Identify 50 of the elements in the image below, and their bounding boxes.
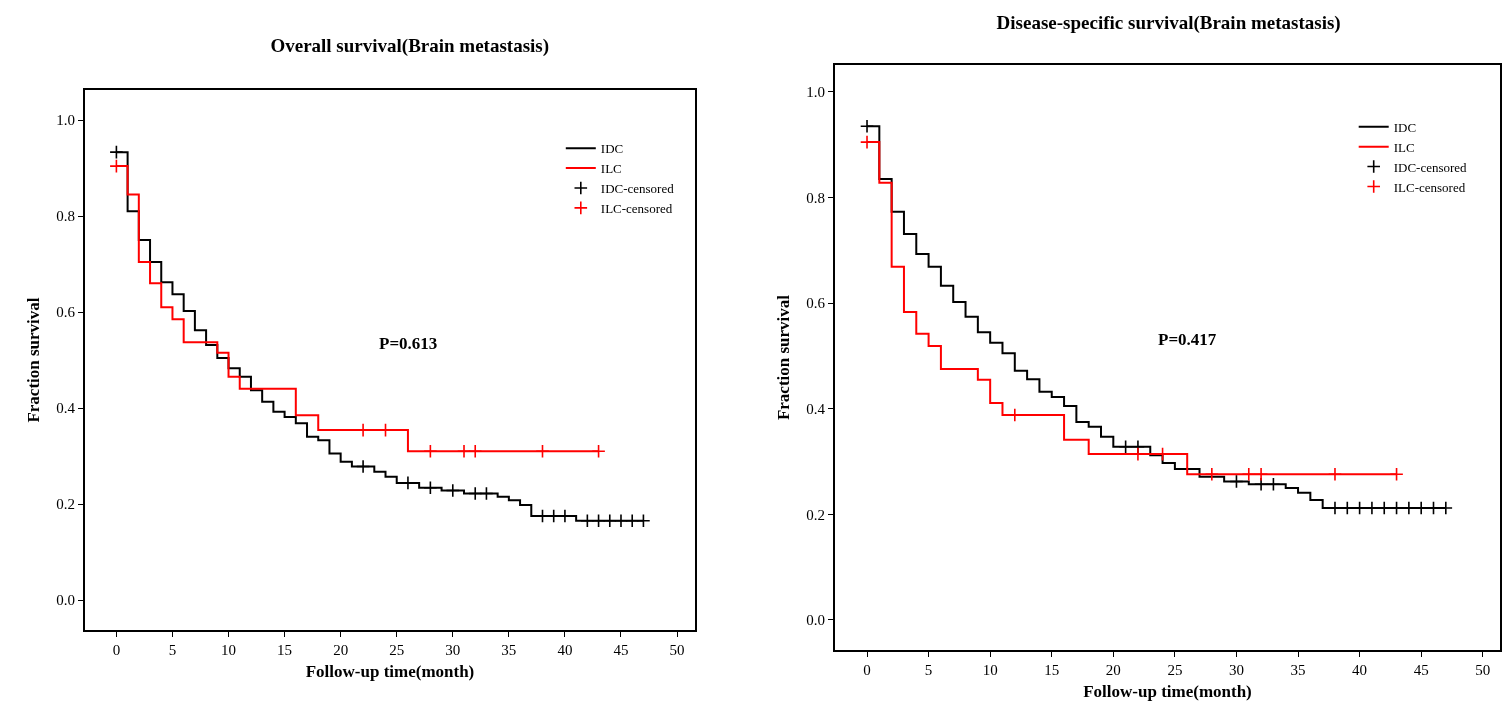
legend-label: IDC-censored xyxy=(1393,159,1468,175)
x-tick-label: 30 xyxy=(1228,662,1244,678)
x-axis-title: Follow-up time(month) xyxy=(305,661,475,681)
x-tick-label: 10 xyxy=(221,642,237,658)
x-tick-label: 45 xyxy=(613,642,629,658)
legend-label: ILC-censored xyxy=(600,200,673,216)
x-tick-label: 50 xyxy=(1475,662,1491,678)
legend-label: IDC-censored xyxy=(600,181,675,197)
annotation: P=0.613 xyxy=(379,334,438,353)
x-tick-label: 0 xyxy=(112,642,121,658)
legend-label: IDC xyxy=(600,141,624,157)
x-tick-label: 25 xyxy=(389,642,405,658)
legend-label: ILC xyxy=(1393,139,1415,155)
x-tick-label: 40 xyxy=(1352,662,1368,678)
x-tick-label: 5 xyxy=(168,642,177,658)
x-tick-label: 15 xyxy=(1044,662,1060,678)
y-tick-label: 0.8 xyxy=(806,189,825,206)
chart-title: Overall survival(Brain metastasis) xyxy=(270,34,550,57)
y-tick-label: 1.0 xyxy=(56,112,75,129)
y-tick-label: 1.0 xyxy=(806,84,825,101)
chart-title: Disease-specific survival(Brain metastasis) xyxy=(996,11,1341,34)
y-tick-label: 0.2 xyxy=(56,496,75,513)
x-tick-label: 50 xyxy=(669,642,685,658)
y-axis-title: Fraction survival xyxy=(774,294,794,421)
y-tick-label: 0.6 xyxy=(806,295,826,312)
x-tick-label: 15 xyxy=(277,642,293,658)
x-tick-label: 35 xyxy=(501,642,517,658)
x-tick-label: 0 xyxy=(863,662,871,678)
x-tick-label: 20 xyxy=(333,642,349,658)
y-tick-label: 0.0 xyxy=(56,592,75,609)
x-tick-label: 40 xyxy=(557,642,573,658)
x-axis-title: Follow-up time(month) xyxy=(1083,681,1252,701)
y-tick-label: 0.4 xyxy=(56,400,76,417)
annotation: P=0.417 xyxy=(1158,330,1217,349)
x-tick-label: 5 xyxy=(924,662,933,678)
legend-label: IDC xyxy=(1393,119,1417,135)
x-tick-label: 25 xyxy=(1167,662,1183,678)
x-tick-label: 35 xyxy=(1290,662,1306,678)
x-tick-label: 10 xyxy=(982,662,998,678)
y-tick-label: 0.6 xyxy=(56,304,76,321)
y-tick-label: 0.4 xyxy=(806,400,826,417)
x-tick-label: 45 xyxy=(1413,662,1429,678)
legend-label: ILC-censored xyxy=(1393,179,1466,195)
y-tick-label: 0.2 xyxy=(806,506,825,523)
y-tick-label: 0.8 xyxy=(56,208,75,225)
y-axis-title: Fraction survival xyxy=(24,297,44,423)
x-tick-label: 30 xyxy=(445,642,461,658)
legend-label: ILC xyxy=(600,161,622,177)
y-tick-label: 0.0 xyxy=(806,612,825,629)
x-tick-label: 20 xyxy=(1105,662,1121,678)
